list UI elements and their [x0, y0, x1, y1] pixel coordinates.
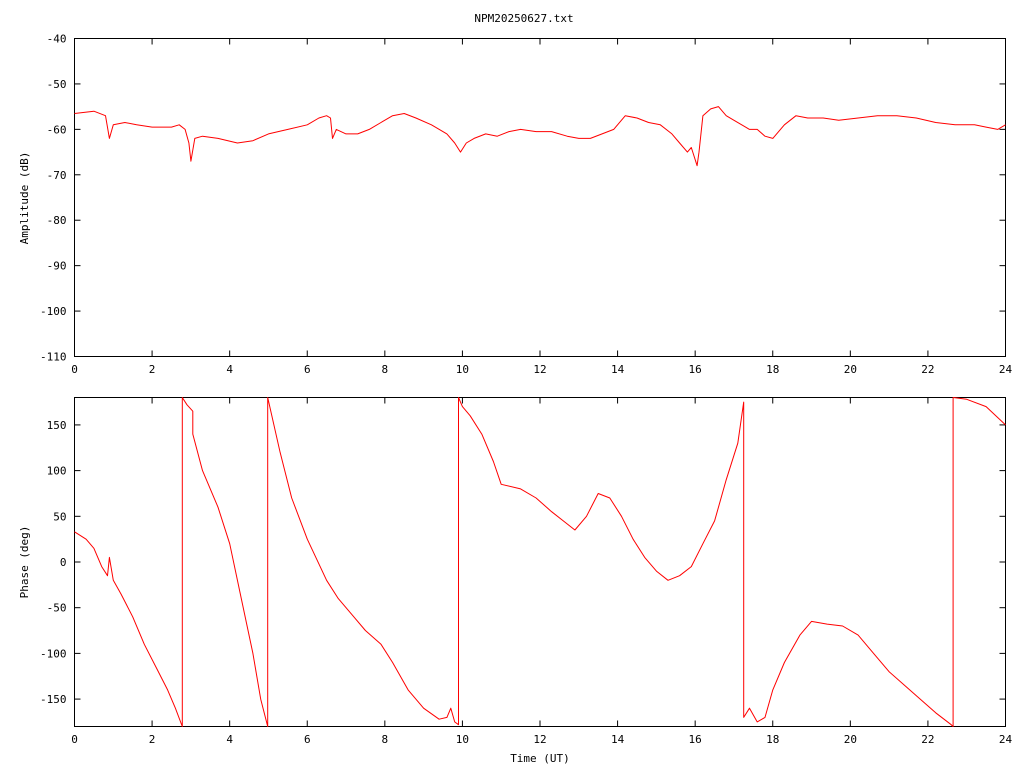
- y-tick-label: -50: [47, 78, 67, 91]
- y-tick-label: -90: [47, 260, 67, 273]
- phase-panel: 0 2 4 6 8 10 12 14 16 18 20 22 24150100500-50-100-15…: [18, 397, 1012, 765]
- amplitude-panel: 0 2 4 6 8 10 12 14 16 18 20 22 24-40-50-60-70-80-90-…: [18, 33, 1012, 377]
- x-tick-label: 16: [689, 363, 702, 376]
- x-tick-label: 18: [766, 363, 779, 376]
- x-tick-label: 12: [533, 363, 546, 376]
- y-tick-label: -150: [40, 693, 67, 706]
- x-tick-label: 8: [382, 733, 389, 746]
- x-tick-label: 0: [71, 733, 78, 746]
- y-tick-label: -40: [47, 33, 67, 46]
- amplitude-axis-ticks: [74, 38, 1006, 357]
- chart-title: NPM20250627.txt: [474, 12, 573, 25]
- x-tick-label: 6: [304, 733, 311, 746]
- x-tick-label: 14: [611, 363, 625, 376]
- y-tick-label: 150: [47, 419, 67, 432]
- x-tick-label: 16: [689, 733, 702, 746]
- x-tick-label: 20: [844, 733, 857, 746]
- y-tick-label: 0: [60, 556, 67, 569]
- x-tick-label: 6: [304, 363, 311, 376]
- y-tick-label: -50: [47, 602, 67, 615]
- y-tick-label: -60: [47, 123, 67, 136]
- x-tick-label: 20: [844, 363, 857, 376]
- x-tick-label: 24: [999, 733, 1013, 746]
- amplitude-series-line: [74, 106, 1006, 167]
- x-tick-label: 8: [382, 363, 389, 376]
- x-tick-label: 12: [533, 733, 546, 746]
- y-tick-label: -100: [40, 305, 67, 318]
- time-x-axis-label: Time (UT): [510, 752, 570, 765]
- y-tick-label: -110: [40, 351, 67, 364]
- x-tick-label: 4: [226, 363, 233, 376]
- x-tick-label: 0: [71, 363, 78, 376]
- phase-tick-labels: 0 2 4 6 8 10 12 14 16 18 20 22 24150100500-50-100-15…: [40, 419, 1012, 746]
- x-tick-label: 10: [456, 733, 469, 746]
- y-tick-label: 100: [47, 465, 67, 478]
- amplitude-plot-frame: [74, 38, 1006, 357]
- x-tick-label: 10: [456, 363, 469, 376]
- y-tick-label: -80: [47, 214, 67, 227]
- x-tick-label: 22: [921, 733, 934, 746]
- phase-axis-ticks: [74, 397, 1006, 727]
- x-tick-label: 2: [149, 363, 156, 376]
- x-tick-label: 24: [999, 363, 1013, 376]
- x-tick-label: 22: [921, 363, 934, 376]
- x-tick-label: 4: [226, 733, 233, 746]
- x-tick-label: 14: [611, 733, 625, 746]
- phase-series-line: [74, 397, 1006, 727]
- x-tick-label: 2: [149, 733, 156, 746]
- y-tick-label: -100: [40, 647, 67, 660]
- x-tick-label: 18: [766, 733, 779, 746]
- phase-plot-frame: [74, 397, 1006, 727]
- y-tick-label: 50: [53, 510, 66, 523]
- phase-y-axis-label: Phase (deg): [18, 526, 31, 599]
- amplitude-tick-labels: 0 2 4 6 8 10 12 14 16 18 20 22 24-40-50-60-70-80-90-…: [40, 33, 1012, 377]
- y-tick-label: -70: [47, 169, 67, 182]
- amplitude-y-axis-label: Amplitude (dB): [18, 152, 31, 245]
